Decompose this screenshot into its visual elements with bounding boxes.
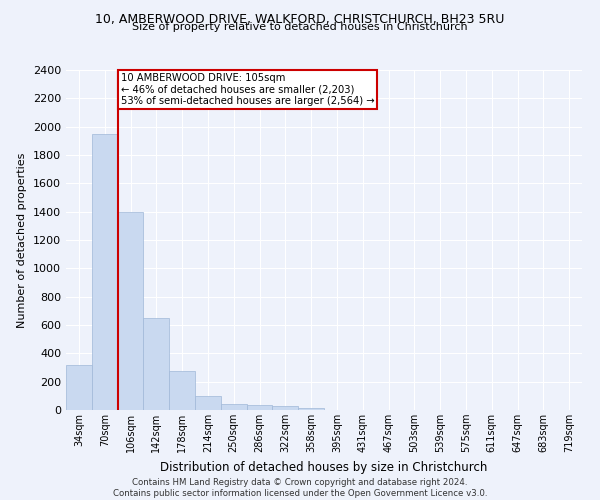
- Text: Contains HM Land Registry data © Crown copyright and database right 2024.
Contai: Contains HM Land Registry data © Crown c…: [113, 478, 487, 498]
- Bar: [143, 318, 169, 410]
- Bar: [221, 404, 247, 410]
- Bar: [247, 406, 272, 410]
- Text: 10 AMBERWOOD DRIVE: 105sqm
← 46% of detached houses are smaller (2,203)
53% of s: 10 AMBERWOOD DRIVE: 105sqm ← 46% of deta…: [121, 73, 374, 106]
- Bar: [298, 408, 324, 410]
- Bar: [169, 371, 195, 410]
- X-axis label: Distribution of detached houses by size in Christchurch: Distribution of detached houses by size …: [160, 460, 488, 473]
- Bar: [195, 396, 221, 410]
- Bar: [118, 212, 143, 410]
- Y-axis label: Number of detached properties: Number of detached properties: [17, 152, 28, 328]
- Bar: [92, 134, 118, 410]
- Text: 10, AMBERWOOD DRIVE, WALKFORD, CHRISTCHURCH, BH23 5RU: 10, AMBERWOOD DRIVE, WALKFORD, CHRISTCHU…: [95, 12, 505, 26]
- Text: Size of property relative to detached houses in Christchurch: Size of property relative to detached ho…: [132, 22, 468, 32]
- Bar: [272, 406, 298, 410]
- Bar: [66, 364, 92, 410]
